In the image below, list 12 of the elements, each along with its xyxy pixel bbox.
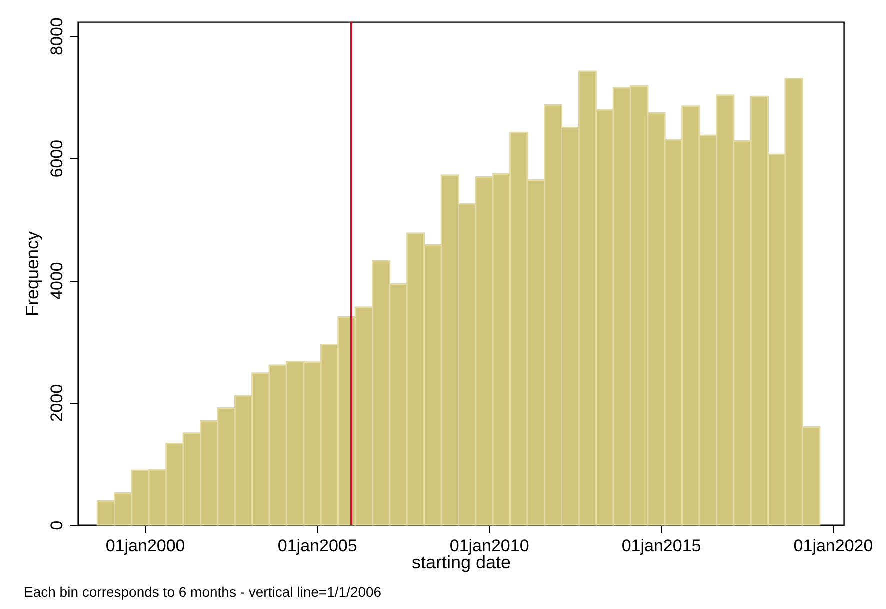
- x-tick-label: 01jan2015: [622, 536, 702, 556]
- y-tick-label: 0: [48, 520, 66, 530]
- x-tick-label: 01jan2020: [794, 536, 874, 556]
- y-tick-label: 6000: [48, 140, 66, 178]
- y-axis-title: Frequency: [22, 231, 42, 317]
- y-tick-label: 4000: [48, 262, 66, 300]
- x-tick-label: 01jan2005: [278, 536, 358, 556]
- x-tick-label: 01jan2000: [106, 536, 186, 556]
- y-tick-label: 8000: [48, 18, 66, 56]
- text: Each bin corresponds to 6 months - vertical line=1/1/2006: [24, 584, 382, 600]
- x-tick-label: 01jan2010: [450, 536, 530, 556]
- y-tick-label: 2000: [48, 384, 66, 422]
